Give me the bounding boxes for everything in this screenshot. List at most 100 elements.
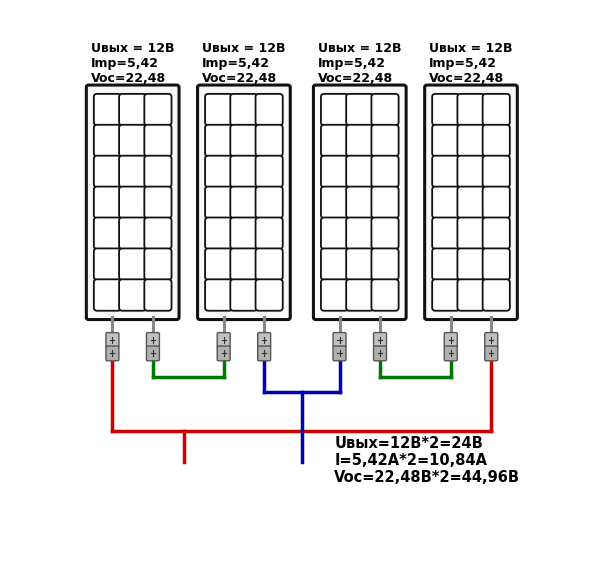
- FancyBboxPatch shape: [432, 248, 459, 280]
- FancyBboxPatch shape: [346, 125, 373, 156]
- FancyBboxPatch shape: [258, 333, 271, 347]
- FancyBboxPatch shape: [321, 156, 348, 187]
- FancyBboxPatch shape: [255, 94, 283, 125]
- FancyBboxPatch shape: [144, 125, 172, 156]
- FancyBboxPatch shape: [374, 346, 386, 361]
- FancyBboxPatch shape: [457, 187, 484, 218]
- FancyBboxPatch shape: [94, 187, 121, 218]
- FancyBboxPatch shape: [119, 279, 147, 311]
- FancyBboxPatch shape: [321, 218, 348, 249]
- FancyBboxPatch shape: [119, 125, 147, 156]
- FancyBboxPatch shape: [333, 346, 346, 361]
- FancyBboxPatch shape: [371, 279, 399, 311]
- FancyBboxPatch shape: [483, 279, 510, 311]
- FancyBboxPatch shape: [217, 333, 230, 347]
- Text: Uвых = 12В
Imp=5,42
Voc=22,48: Uвых = 12В Imp=5,42 Voc=22,48: [202, 42, 286, 85]
- FancyBboxPatch shape: [147, 333, 160, 347]
- FancyBboxPatch shape: [94, 94, 121, 125]
- FancyBboxPatch shape: [258, 346, 271, 361]
- FancyBboxPatch shape: [255, 218, 283, 249]
- FancyBboxPatch shape: [432, 218, 459, 249]
- FancyBboxPatch shape: [94, 218, 121, 249]
- FancyBboxPatch shape: [255, 187, 283, 218]
- FancyBboxPatch shape: [346, 248, 373, 280]
- FancyBboxPatch shape: [144, 279, 172, 311]
- FancyBboxPatch shape: [346, 187, 373, 218]
- FancyBboxPatch shape: [346, 94, 373, 125]
- FancyBboxPatch shape: [483, 125, 510, 156]
- FancyBboxPatch shape: [94, 248, 121, 280]
- FancyBboxPatch shape: [217, 346, 230, 361]
- FancyBboxPatch shape: [106, 333, 119, 347]
- FancyBboxPatch shape: [371, 156, 399, 187]
- FancyBboxPatch shape: [432, 187, 459, 218]
- Text: Uвых=12В*2=24В
I=5,42A*2=10,84A
Voc=22,48В*2=44,96В: Uвых=12В*2=24В I=5,42A*2=10,84A Voc=22,4…: [334, 435, 520, 485]
- FancyBboxPatch shape: [346, 279, 373, 311]
- FancyBboxPatch shape: [86, 85, 179, 320]
- FancyBboxPatch shape: [230, 156, 258, 187]
- FancyBboxPatch shape: [205, 218, 232, 249]
- FancyBboxPatch shape: [321, 125, 348, 156]
- FancyBboxPatch shape: [346, 156, 373, 187]
- FancyBboxPatch shape: [346, 218, 373, 249]
- FancyBboxPatch shape: [457, 218, 484, 249]
- FancyBboxPatch shape: [205, 279, 232, 311]
- FancyBboxPatch shape: [444, 333, 457, 347]
- FancyBboxPatch shape: [230, 125, 258, 156]
- FancyBboxPatch shape: [321, 279, 348, 311]
- FancyBboxPatch shape: [485, 346, 498, 361]
- FancyBboxPatch shape: [432, 156, 459, 187]
- FancyBboxPatch shape: [457, 156, 484, 187]
- FancyBboxPatch shape: [483, 156, 510, 187]
- FancyBboxPatch shape: [230, 248, 258, 280]
- FancyBboxPatch shape: [457, 248, 484, 280]
- FancyBboxPatch shape: [205, 94, 232, 125]
- FancyBboxPatch shape: [321, 248, 348, 280]
- FancyBboxPatch shape: [230, 279, 258, 311]
- FancyBboxPatch shape: [371, 187, 399, 218]
- FancyBboxPatch shape: [230, 94, 258, 125]
- FancyBboxPatch shape: [255, 156, 283, 187]
- FancyBboxPatch shape: [483, 218, 510, 249]
- FancyBboxPatch shape: [432, 125, 459, 156]
- FancyBboxPatch shape: [205, 187, 232, 218]
- FancyBboxPatch shape: [119, 218, 147, 249]
- FancyBboxPatch shape: [483, 94, 510, 125]
- Text: Uвых = 12В
Imp=5,42
Voc=22,48: Uвых = 12В Imp=5,42 Voc=22,48: [91, 42, 175, 85]
- FancyBboxPatch shape: [371, 248, 399, 280]
- FancyBboxPatch shape: [147, 346, 160, 361]
- FancyBboxPatch shape: [425, 85, 517, 320]
- FancyBboxPatch shape: [119, 94, 147, 125]
- FancyBboxPatch shape: [444, 346, 457, 361]
- FancyBboxPatch shape: [255, 125, 283, 156]
- FancyBboxPatch shape: [119, 156, 147, 187]
- FancyBboxPatch shape: [230, 187, 258, 218]
- FancyBboxPatch shape: [432, 94, 459, 125]
- FancyBboxPatch shape: [321, 94, 348, 125]
- FancyBboxPatch shape: [205, 248, 232, 280]
- FancyBboxPatch shape: [230, 218, 258, 249]
- FancyBboxPatch shape: [255, 248, 283, 280]
- FancyBboxPatch shape: [205, 156, 232, 187]
- FancyBboxPatch shape: [94, 156, 121, 187]
- FancyBboxPatch shape: [94, 125, 121, 156]
- FancyBboxPatch shape: [255, 279, 283, 311]
- FancyBboxPatch shape: [144, 156, 172, 187]
- FancyBboxPatch shape: [457, 125, 484, 156]
- FancyBboxPatch shape: [119, 187, 147, 218]
- FancyBboxPatch shape: [94, 279, 121, 311]
- FancyBboxPatch shape: [371, 94, 399, 125]
- FancyBboxPatch shape: [106, 346, 119, 361]
- FancyBboxPatch shape: [144, 94, 172, 125]
- FancyBboxPatch shape: [457, 94, 484, 125]
- Text: Uвых = 12В
Imp=5,42
Voc=22,48: Uвых = 12В Imp=5,42 Voc=22,48: [318, 42, 402, 85]
- FancyBboxPatch shape: [144, 248, 172, 280]
- FancyBboxPatch shape: [371, 218, 399, 249]
- FancyBboxPatch shape: [371, 125, 399, 156]
- FancyBboxPatch shape: [485, 333, 498, 347]
- FancyBboxPatch shape: [483, 187, 510, 218]
- FancyBboxPatch shape: [144, 218, 172, 249]
- FancyBboxPatch shape: [432, 279, 459, 311]
- FancyBboxPatch shape: [313, 85, 406, 320]
- Text: Uвых = 12В
Imp=5,42
Voc=22,48: Uвых = 12В Imp=5,42 Voc=22,48: [429, 42, 513, 85]
